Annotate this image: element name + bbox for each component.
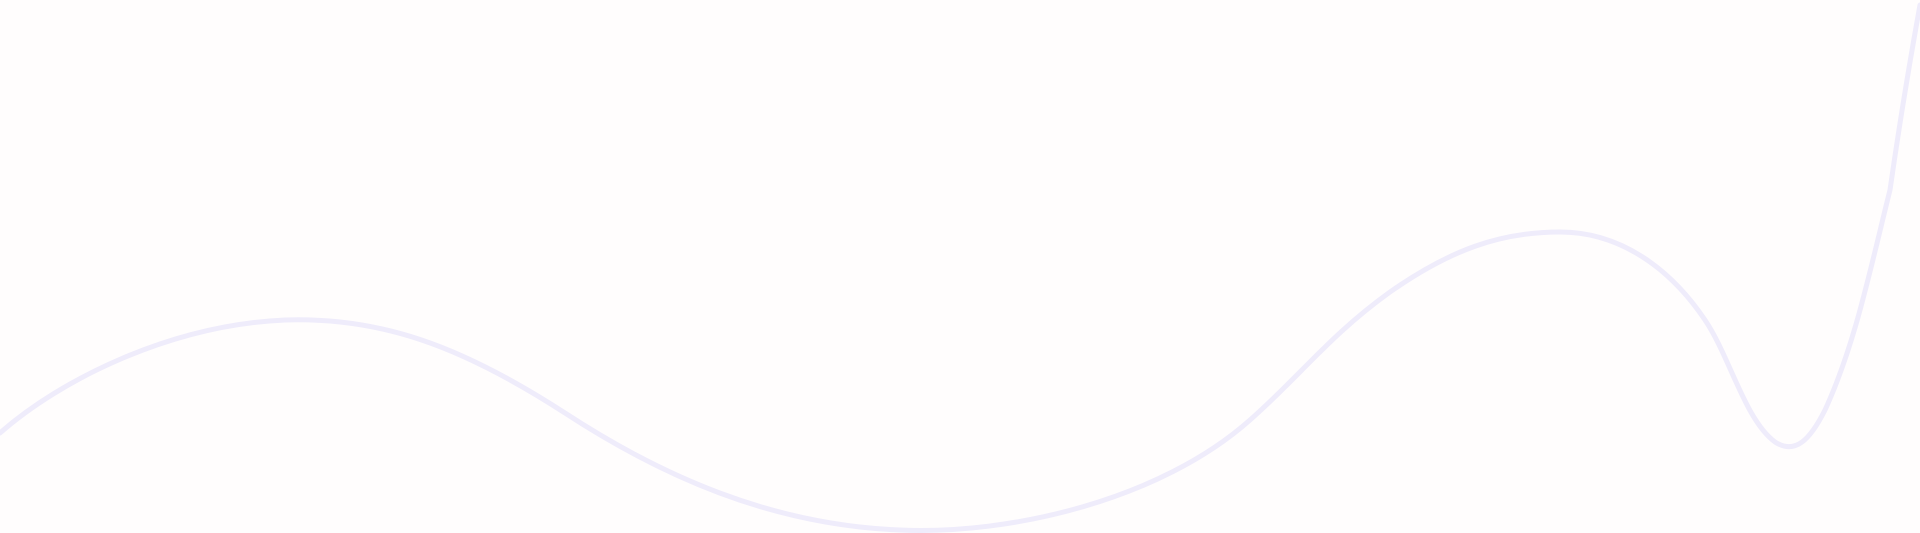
- decorative-wave-line: [0, 2, 1920, 533]
- decorative-wave-svg: [0, 2, 1920, 533]
- background-canvas: [0, 2, 1920, 533]
